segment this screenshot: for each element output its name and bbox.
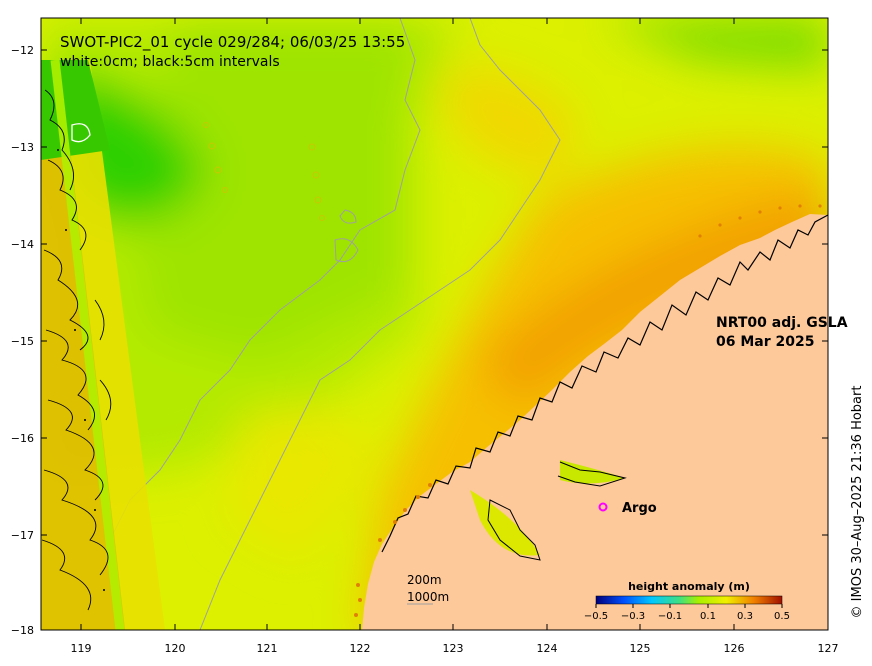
colorbar-tick-label: 0.5: [774, 611, 790, 622]
small-markers: [203, 122, 325, 221]
isobath-legend-200: 200m: [407, 573, 442, 587]
map-title: SWOT-PIC2_01 cycle 029/284; 06/03/25 13:…: [60, 33, 405, 52]
product-date: 06 Mar 2025: [716, 334, 814, 350]
swath-contours: [41, 89, 112, 611]
bay-coast: [557, 461, 627, 487]
colorbar-tick-label: −0.1: [658, 611, 682, 622]
isobath-lines: [109, 18, 561, 630]
swot-swath: [41, 59, 165, 630]
coastline: [381, 214, 828, 553]
y-tick-labels: −12 −13 −14 −15 −16 −17 −18: [11, 44, 34, 637]
y-tick-label: −15: [11, 335, 34, 348]
colorbar-tick-label: 0.3: [737, 611, 753, 622]
colorbar-gradient: [595, 595, 783, 605]
swath-dots: [57, 149, 105, 591]
credit-text: © IMOS 30–Aug–2025 21:36 Hobart: [850, 386, 865, 619]
argo-marker-icon: [598, 502, 608, 512]
isobath-legend-1000: 1000m: [407, 590, 449, 604]
y-tick-label: −16: [11, 432, 34, 445]
y-tick-label: −14: [11, 238, 34, 251]
x-tick-label: 123: [443, 642, 464, 655]
plot-frame: [40, 17, 829, 631]
map-plot-area: [41, 18, 828, 630]
axis-ticks: [41, 18, 829, 631]
argo-label: Argo: [622, 501, 657, 516]
x-tick-label: 122: [350, 642, 371, 655]
x-tick-label: 124: [537, 642, 558, 655]
colorbar-tick-label: −0.3: [621, 611, 645, 622]
colorbar-tick-label: −0.5: [584, 611, 608, 622]
x-tick-labels: 119 120 121 122 123 124 125 126 127: [71, 642, 839, 655]
x-tick-label: 119: [71, 642, 92, 655]
y-tick-label: −12: [11, 44, 34, 57]
island-dots: [354, 204, 822, 617]
colorbar-ticks: [595, 604, 783, 608]
y-tick-label: −13: [11, 141, 34, 154]
x-tick-label: 125: [630, 642, 651, 655]
colorbar: height anomaly (m) −0.5 −0.3 −0.1 0.1 0.…: [584, 580, 790, 622]
x-tick-label: 121: [257, 642, 278, 655]
gulf-coast: [487, 499, 541, 561]
colorbar-title: height anomaly (m): [628, 580, 750, 593]
x-tick-label: 120: [165, 642, 186, 655]
product-label: NRT00 adj. GSLA: [716, 315, 848, 331]
y-tick-label: −17: [11, 529, 34, 542]
zero-contour: [71, 123, 91, 143]
gulf-inlet: [470, 490, 540, 556]
y-tick-label: −18: [11, 624, 34, 637]
map-subtitle: white:0cm; black:5cm intervals: [60, 54, 280, 70]
bay-inlet: [560, 460, 625, 484]
x-tick-label: 127: [818, 642, 839, 655]
land-mass: [362, 214, 828, 630]
colorbar-tick-label: 0.1: [700, 611, 716, 622]
x-tick-label: 126: [724, 642, 745, 655]
